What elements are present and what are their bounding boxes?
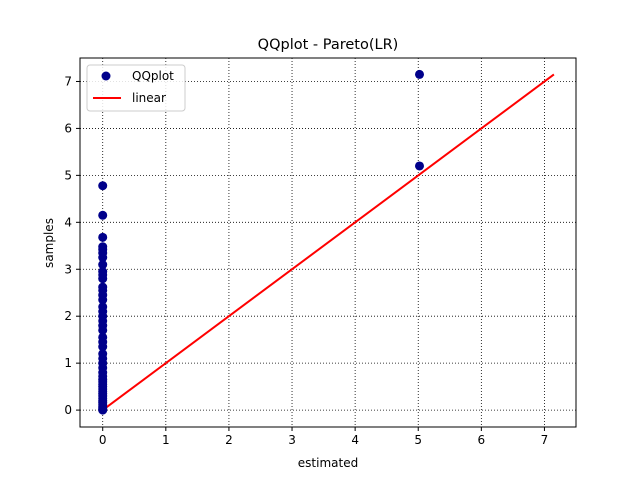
qq-point	[98, 260, 108, 270]
x-tick-label: 7	[541, 433, 549, 447]
x-tick-label: 3	[288, 433, 296, 447]
qq-point	[98, 210, 108, 220]
qq-point	[98, 332, 108, 342]
axis-ticks: 0 1 2 3 4 5 6 7 0 1 2 3 4 5 6 7	[64, 74, 548, 447]
legend-label: linear	[132, 91, 166, 105]
y-tick-label: 7	[64, 74, 72, 88]
x-tick-label: 1	[162, 433, 170, 447]
linear-reference-line	[102, 73, 555, 411]
x-tick-label: 4	[351, 433, 359, 447]
plot-frame	[79, 57, 577, 428]
y-tick-label: 1	[64, 356, 72, 370]
qq-point	[98, 242, 108, 252]
qq-point	[98, 181, 108, 191]
y-tick-label: 2	[64, 309, 72, 323]
qq-point	[98, 267, 108, 277]
y-tick-label: 4	[64, 215, 72, 229]
y-tick-label: 0	[64, 403, 72, 417]
x-tick-label: 0	[99, 433, 107, 447]
x-tick-label: 6	[478, 433, 486, 447]
legend-label: QQplot	[132, 69, 174, 83]
qq-point	[98, 302, 108, 312]
data-layer	[98, 69, 555, 415]
y-axis-title: samples	[42, 218, 56, 268]
x-tick-label: 5	[414, 433, 422, 447]
qq-point	[415, 161, 425, 171]
legend: QQplot linear	[86, 64, 186, 112]
legend-box	[86, 64, 186, 112]
qq-point	[415, 69, 425, 79]
qq-point	[98, 282, 108, 292]
legend-marker-qqplot	[101, 71, 111, 81]
qq-point	[98, 349, 108, 359]
x-axis-title: estimated	[298, 456, 358, 470]
chart-title: QQplot - Pareto(LR)	[258, 37, 399, 53]
y-tick-label: 3	[64, 262, 72, 276]
qq-point	[98, 232, 108, 242]
x-tick-label: 2	[225, 433, 233, 447]
y-tick-label: 5	[64, 168, 72, 182]
y-tick-label: 6	[64, 121, 72, 135]
